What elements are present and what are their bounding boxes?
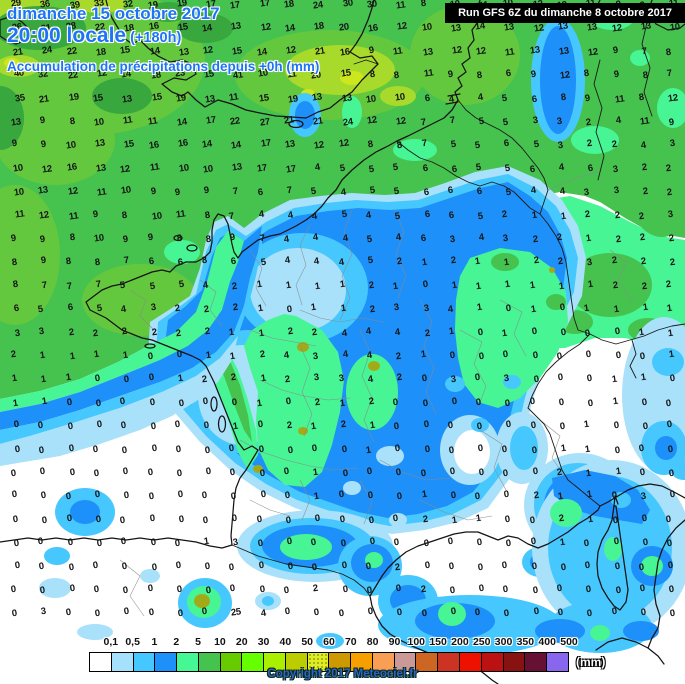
legend-tick: 90 bbox=[388, 636, 401, 648]
legend-tick: 400 bbox=[538, 636, 556, 648]
time-title: 20:00 locale (+180h) bbox=[7, 24, 181, 48]
legend-tick: 20 bbox=[235, 636, 248, 648]
date-title: dimanche 15 octobre 2017 bbox=[7, 4, 220, 23]
forecast-offset-label: (+180h) bbox=[126, 30, 182, 46]
northern-precip-cells bbox=[289, 18, 585, 142]
time-label: 20:00 locale bbox=[7, 24, 127, 47]
country-borders bbox=[231, 17, 685, 597]
legend-tick: 70 bbox=[344, 636, 357, 648]
legend-tick: 10 bbox=[214, 636, 226, 648]
legend-tick: 40 bbox=[279, 636, 292, 648]
legend-tick: 2 bbox=[173, 636, 180, 648]
legend-tick: 500 bbox=[560, 636, 578, 648]
legend-tick: 100 bbox=[407, 636, 426, 648]
legend-tick: 0,1 bbox=[103, 636, 119, 648]
biscay-gradient-bands bbox=[0, 226, 262, 466]
legend-unit-label: (mm) bbox=[576, 655, 606, 669]
run-info-box: Run GFS 6Z du dimanche 8 octobre 2017 bbox=[445, 3, 685, 23]
legend-tick: 350 bbox=[516, 636, 535, 648]
legend-tick-labels: 0,1 0,5 1 2 5 10 20 30 40 50 60 70 80 90 100 150 200 250 3… bbox=[89, 636, 578, 650]
legend-tick: 200 bbox=[451, 636, 469, 648]
legend-tick: 60 bbox=[323, 636, 335, 648]
legend-tick: 80 bbox=[366, 636, 379, 648]
legend-tick: 300 bbox=[494, 636, 513, 648]
legend-color-bar bbox=[89, 652, 569, 672]
map-subtitle: Accumulation de précipitations depuis +0… bbox=[7, 59, 320, 74]
legend-tick: 1 bbox=[151, 636, 158, 648]
legend-tick: 5 bbox=[195, 636, 201, 648]
legend-swatch bbox=[306, 652, 330, 672]
legend-tick: 30 bbox=[257, 636, 270, 648]
legend-tick: 150 bbox=[429, 636, 447, 648]
legend-tick: 0,5 bbox=[125, 636, 140, 648]
legend-tick: 250 bbox=[472, 636, 491, 648]
copyright-text: Copyright 2017 Meteociel.fr bbox=[267, 668, 418, 680]
legend-swatch bbox=[546, 652, 569, 672]
legend-tick: 50 bbox=[301, 636, 314, 648]
